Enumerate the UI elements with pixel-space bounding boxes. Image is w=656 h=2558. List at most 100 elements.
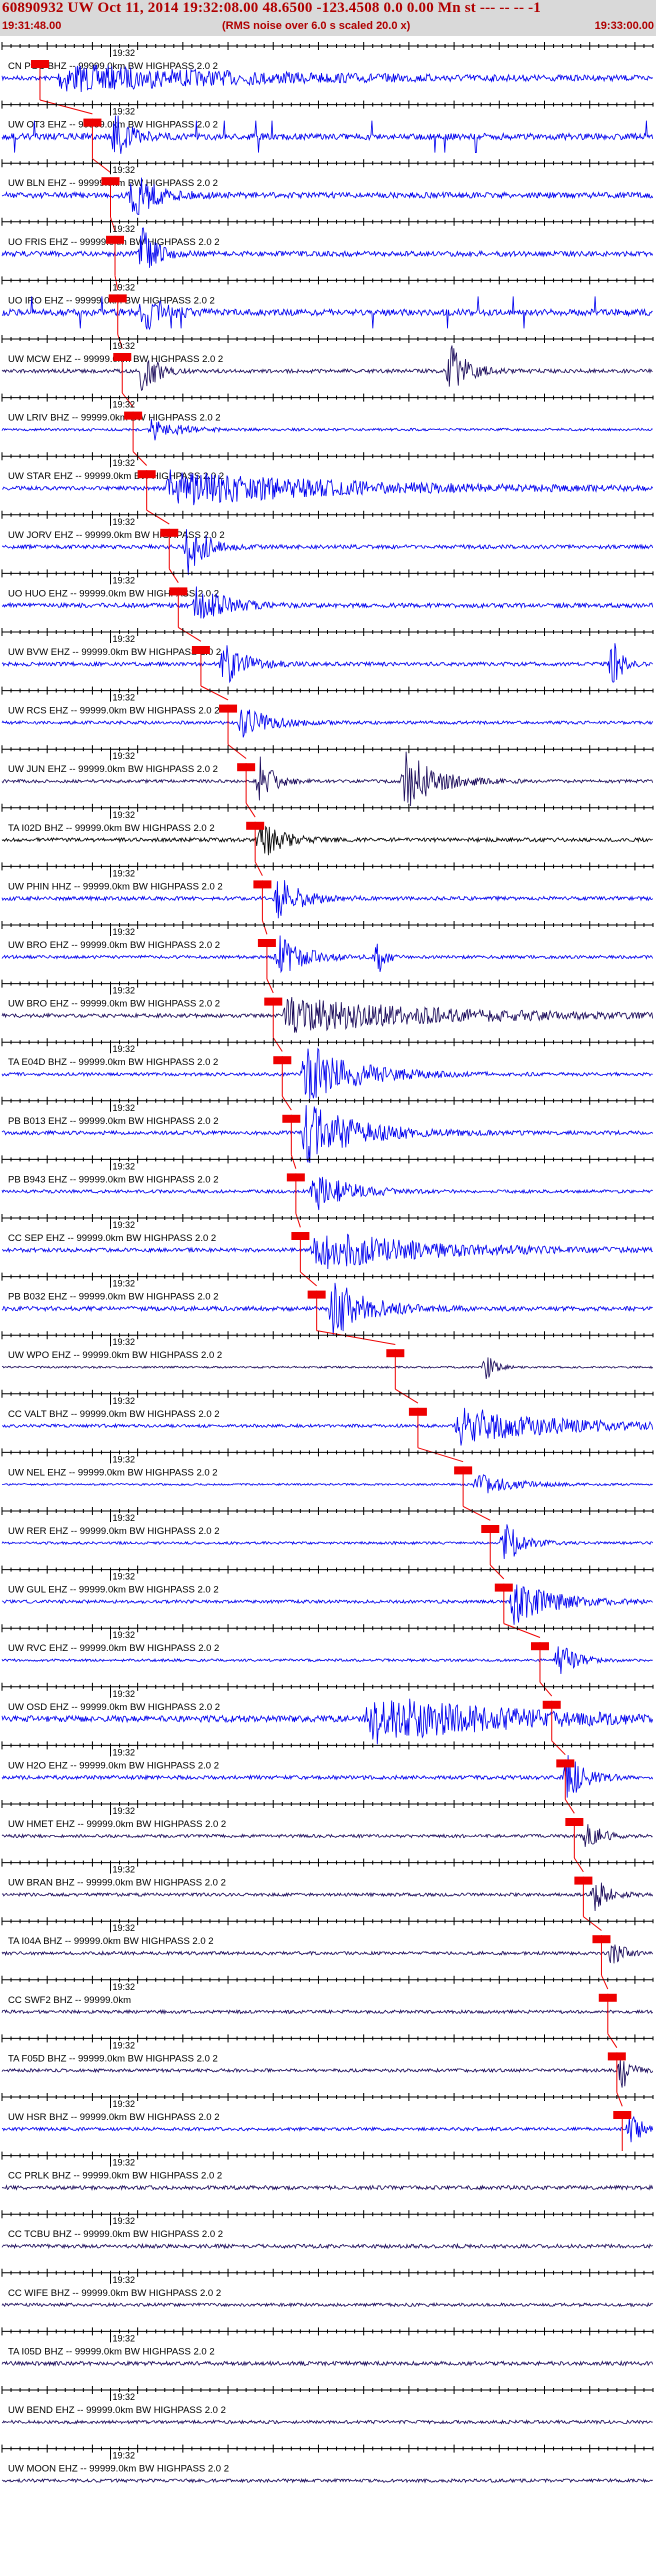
waveform-trace (1, 1646, 653, 1675)
station-label: CC TCBU BHZ -- 99999.0km BW HIGHPASS 2.0… (8, 2229, 223, 2240)
station-label: TA I05D BHZ -- 99999.0km BW HIGHPASS 2.0… (8, 2346, 215, 2357)
station-label: UW MOON EHZ -- 99999.0km BW HIGHPASS 2.0… (8, 2464, 229, 2475)
moveout-line (254, 861, 263, 876)
minute-label: 19:32 (113, 927, 136, 937)
moveout-line (272, 1037, 283, 1052)
waveform-trace (1, 709, 654, 738)
station-label: UW BEND EHZ -- 99999.0km BW HIGHPASS 2.0… (8, 2405, 226, 2416)
moveout-line (114, 275, 119, 290)
moveout-line (573, 1857, 584, 1873)
moveout-line (462, 1505, 491, 1521)
waveform-trace (1, 1047, 653, 1099)
minute-label: 19:32 (113, 165, 136, 175)
start-time-label: 19:31:48.00 (2, 20, 62, 32)
waveform-trace (1, 935, 654, 974)
waveform-trace (1, 2184, 654, 2191)
minute-label: 19:32 (113, 2451, 136, 2461)
minute-label: 19:32 (113, 2216, 136, 2226)
minute-label: 19:32 (113, 2158, 136, 2168)
station-label: PB B943 EHZ -- 99999.0km BW HIGHPASS 2.0… (8, 1174, 219, 1185)
minute-label: 19:32 (113, 341, 136, 351)
waveform-trace (1, 2115, 654, 2143)
moveout-line (539, 1681, 553, 1697)
waveform-trace (1, 64, 653, 93)
waveform-trace (1, 1944, 654, 1964)
minute-label: 19:32 (113, 1865, 136, 1875)
moveout-line (316, 1330, 396, 1345)
moveout-line (583, 1916, 602, 1931)
waveform-trace (1, 1824, 653, 1847)
moveout-line (290, 1154, 297, 1169)
header-bar: 60890932 UW Oct 11, 2014 19:32:08.00 48.… (0, 0, 656, 36)
moveout-line (245, 802, 256, 818)
waveform-trace (1, 1357, 653, 1379)
moveout-line (417, 1447, 464, 1463)
minute-label: 19:32 (113, 48, 136, 58)
moveout-line (261, 920, 268, 935)
minute-label: 19:32 (113, 2333, 136, 2343)
waveform-trace (1, 1176, 653, 1211)
station-label: PB B013 EHZ -- 99999.0km BW HIGHPASS 2.0… (8, 1116, 219, 1127)
minute-label: 19:32 (113, 1337, 136, 1347)
minute-label: 19:32 (113, 868, 136, 878)
minute-label: 19:32 (113, 517, 136, 527)
minute-label: 19:32 (113, 693, 136, 703)
moveout-line (503, 1623, 541, 1638)
station-label: UW LRIV BHZ -- 99999.0km BW HIGHPASS 2.0… (8, 413, 221, 424)
station-label: UW RCS EHZ -- 99999.0km BW HIGHPASS 2.0 … (8, 706, 220, 717)
waveform-trace (1, 1407, 654, 1446)
minute-label: 19:32 (113, 282, 136, 292)
minute-label: 19:32 (113, 1279, 136, 1289)
moveout-line (295, 1213, 301, 1228)
minute-label: 19:32 (113, 1220, 136, 1230)
moveout-line (227, 744, 247, 759)
waveform-trace (2, 1474, 653, 1494)
moveout-line (117, 334, 123, 349)
station-label: TA I04A BHZ -- 99999.0km BW HIGHPASS 2.0… (8, 1936, 214, 1947)
minute-label: 19:32 (113, 986, 136, 996)
moveout-line (551, 1740, 566, 1756)
station-label: CC PRLK BHZ -- 99999.0km BW HIGHPASS 2.0… (8, 2171, 222, 2182)
moveout-line (300, 1271, 317, 1287)
station-label: UW HSR BHZ -- 99999.0km BW HIGHPASS 2.0 … (8, 2112, 220, 2123)
minute-label: 19:32 (113, 1103, 136, 1113)
waveform-trace (1, 1584, 653, 1625)
minute-label: 19:32 (113, 1806, 136, 1816)
moveout-line (132, 451, 148, 466)
station-label: TA F05D BHZ -- 99999.0km BW HIGHPASS 2.0… (8, 2053, 218, 2064)
station-label: TA I02D BHZ -- 99999.0km BW HIGHPASS 2.0… (8, 823, 215, 834)
station-label: CC SWF2 BHZ -- 99999.0km (8, 1995, 131, 2006)
waveform-trace (1, 2008, 653, 2015)
moveout-line (110, 217, 116, 232)
minute-label: 19:32 (113, 1161, 136, 1171)
minute-label: 19:32 (113, 1044, 136, 1054)
minute-label: 19:32 (113, 575, 136, 585)
waveform-trace (1, 643, 653, 684)
station-label: PB B032 EHZ -- 99999.0km BW HIGHPASS 2.0… (8, 1292, 219, 1303)
station-label: UO HUO EHZ -- 99999.0km BW HIGHPASS 2.0 … (8, 588, 219, 599)
waveform-trace (1, 586, 654, 620)
moveout-line (121, 392, 134, 408)
waveform-trace (1, 1882, 654, 1912)
waveform-trace (1, 1755, 654, 1798)
moveout-line (200, 685, 229, 701)
waveform-trace (1, 2360, 654, 2367)
station-label: UW OT3 EHZ -- 99999.0km BW HIGHPASS 2.0 … (8, 120, 218, 131)
waveform-trace (1, 1233, 653, 1270)
minute-label: 19:32 (113, 751, 136, 761)
station-label: CC WIFE BHZ -- 99999.0km BW HIGHPASS 2.0… (8, 2288, 221, 2299)
station-label: UW H2O EHZ -- 99999.0km BW HIGHPASS 2.0 … (8, 1760, 219, 1771)
moveout-line (395, 1388, 419, 1404)
station-label: UW HMET EHZ -- 99999.0km BW HIGHPASS 2.0… (8, 1819, 226, 1830)
moveout-line (146, 509, 170, 525)
station-label: UW RVC EHZ -- 99999.0km BW HIGHPASS 2.0 … (8, 1643, 219, 1654)
waveform-trace (1, 880, 654, 919)
minute-label: 19:32 (113, 458, 136, 468)
waveform-trace (1, 2242, 653, 2250)
minute-label: 19:32 (113, 1572, 136, 1582)
waveform-trace (1, 227, 654, 268)
station-label: CC SEP EHZ -- 99999.0km BW HIGHPASS 2.0 … (8, 1233, 216, 1244)
minute-label: 19:32 (113, 107, 136, 117)
minute-label: 19:32 (113, 1454, 136, 1464)
moveout-line (92, 158, 111, 173)
